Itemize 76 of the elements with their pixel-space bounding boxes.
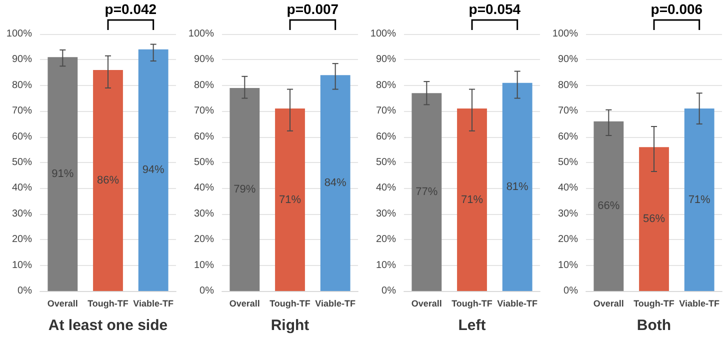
y-tick-label: 50% [558, 157, 578, 168]
y-tick-label: 40% [376, 182, 396, 194]
y-tick-label: 50% [376, 157, 396, 168]
y-tick-label: 20% [558, 234, 578, 246]
x-tick-label: Overall [593, 298, 624, 308]
y-tick-label: 20% [376, 234, 396, 246]
x-axis-title: Left [458, 317, 486, 334]
y-tick-label: 30% [376, 208, 396, 220]
y-tick-label: 10% [376, 260, 396, 271]
x-tick-label: Tough-TF [88, 298, 129, 308]
y-tick-label: 60% [376, 131, 396, 142]
y-tick-label: 40% [12, 182, 32, 194]
y-tick-label: 60% [558, 131, 578, 142]
y-tick-label: 0% [18, 286, 32, 296]
y-tick-label: 50% [194, 157, 214, 168]
y-tick-label: 10% [558, 260, 578, 271]
y-tick-label: 80% [12, 80, 32, 91]
x-tick-label: Tough-TF [634, 298, 675, 308]
data-label: 77% [416, 186, 438, 198]
y-tick-label: 100% [188, 28, 214, 40]
x-tick-label: Viable-TF [497, 298, 538, 308]
y-tick-label: 70% [558, 106, 578, 117]
data-label: 86% [96, 174, 120, 186]
data-label: 71% [278, 194, 302, 206]
x-tick-label: Tough-TF [452, 298, 493, 308]
data-label: 66% [598, 200, 620, 212]
x-tick-label: Overall [47, 298, 78, 308]
y-tick-label: 100% [6, 28, 32, 40]
text: p=0.007 [286, 1, 339, 17]
text: p=0.006 [650, 1, 703, 17]
data-label: 91% [52, 168, 74, 180]
y-tick-label: 0% [200, 286, 214, 296]
y-tick-label: 40% [558, 182, 578, 194]
y-tick-label: 60% [12, 131, 32, 142]
x-tick-label: Overall [411, 298, 442, 308]
y-tick-label: 20% [194, 234, 214, 246]
data-label: 84% [324, 177, 347, 190]
y-tick-label: 0% [382, 286, 396, 296]
data-label: 56% [642, 213, 666, 226]
x-tick-label: Viable-TF [133, 298, 174, 308]
y-tick-label: 20% [12, 234, 32, 246]
y-tick-label: 90% [558, 54, 578, 66]
y-tick-label: 10% [12, 260, 32, 271]
y-tick-label: 10% [194, 260, 214, 271]
x-tick-label: Viable-TF [679, 298, 720, 308]
y-tick-label: 30% [558, 208, 578, 220]
y-tick-label: 70% [194, 106, 214, 117]
y-tick-label: 90% [12, 54, 32, 66]
y-tick-label: 90% [376, 54, 396, 66]
y-tick-label: 100% [552, 28, 578, 40]
y-tick-label: 90% [194, 54, 214, 66]
data-label: 94% [142, 164, 165, 176]
y-tick-label: 60% [194, 131, 214, 142]
y-tick-label: 80% [194, 80, 214, 91]
data-label: 79% [234, 183, 256, 196]
x-tick-label: Viable-TF [315, 298, 356, 308]
data-label: 81% [506, 180, 529, 193]
x-axis-title: At least one side [48, 317, 168, 334]
y-tick-label: 70% [12, 106, 32, 117]
data-label: 71% [688, 194, 711, 206]
x-tick-label: Tough-TF [270, 298, 311, 308]
y-tick-label: 30% [194, 208, 214, 220]
y-tick-label: 0% [564, 286, 578, 296]
y-tick-label: 70% [376, 106, 396, 117]
x-axis-title: Right [270, 317, 310, 334]
data-label: 71% [460, 194, 484, 206]
x-tick-label: Overall [229, 298, 260, 308]
y-tick-label: 80% [376, 80, 396, 91]
y-tick-label: 80% [558, 80, 578, 91]
y-tick-label: 50% [12, 157, 32, 168]
text: p=0.054 [468, 1, 521, 17]
text: p=0.042 [104, 1, 157, 17]
y-tick-label: 100% [370, 28, 396, 40]
x-axis-title: Both [636, 317, 672, 334]
y-tick-label: 30% [12, 208, 32, 220]
y-tick-label: 40% [194, 182, 214, 194]
